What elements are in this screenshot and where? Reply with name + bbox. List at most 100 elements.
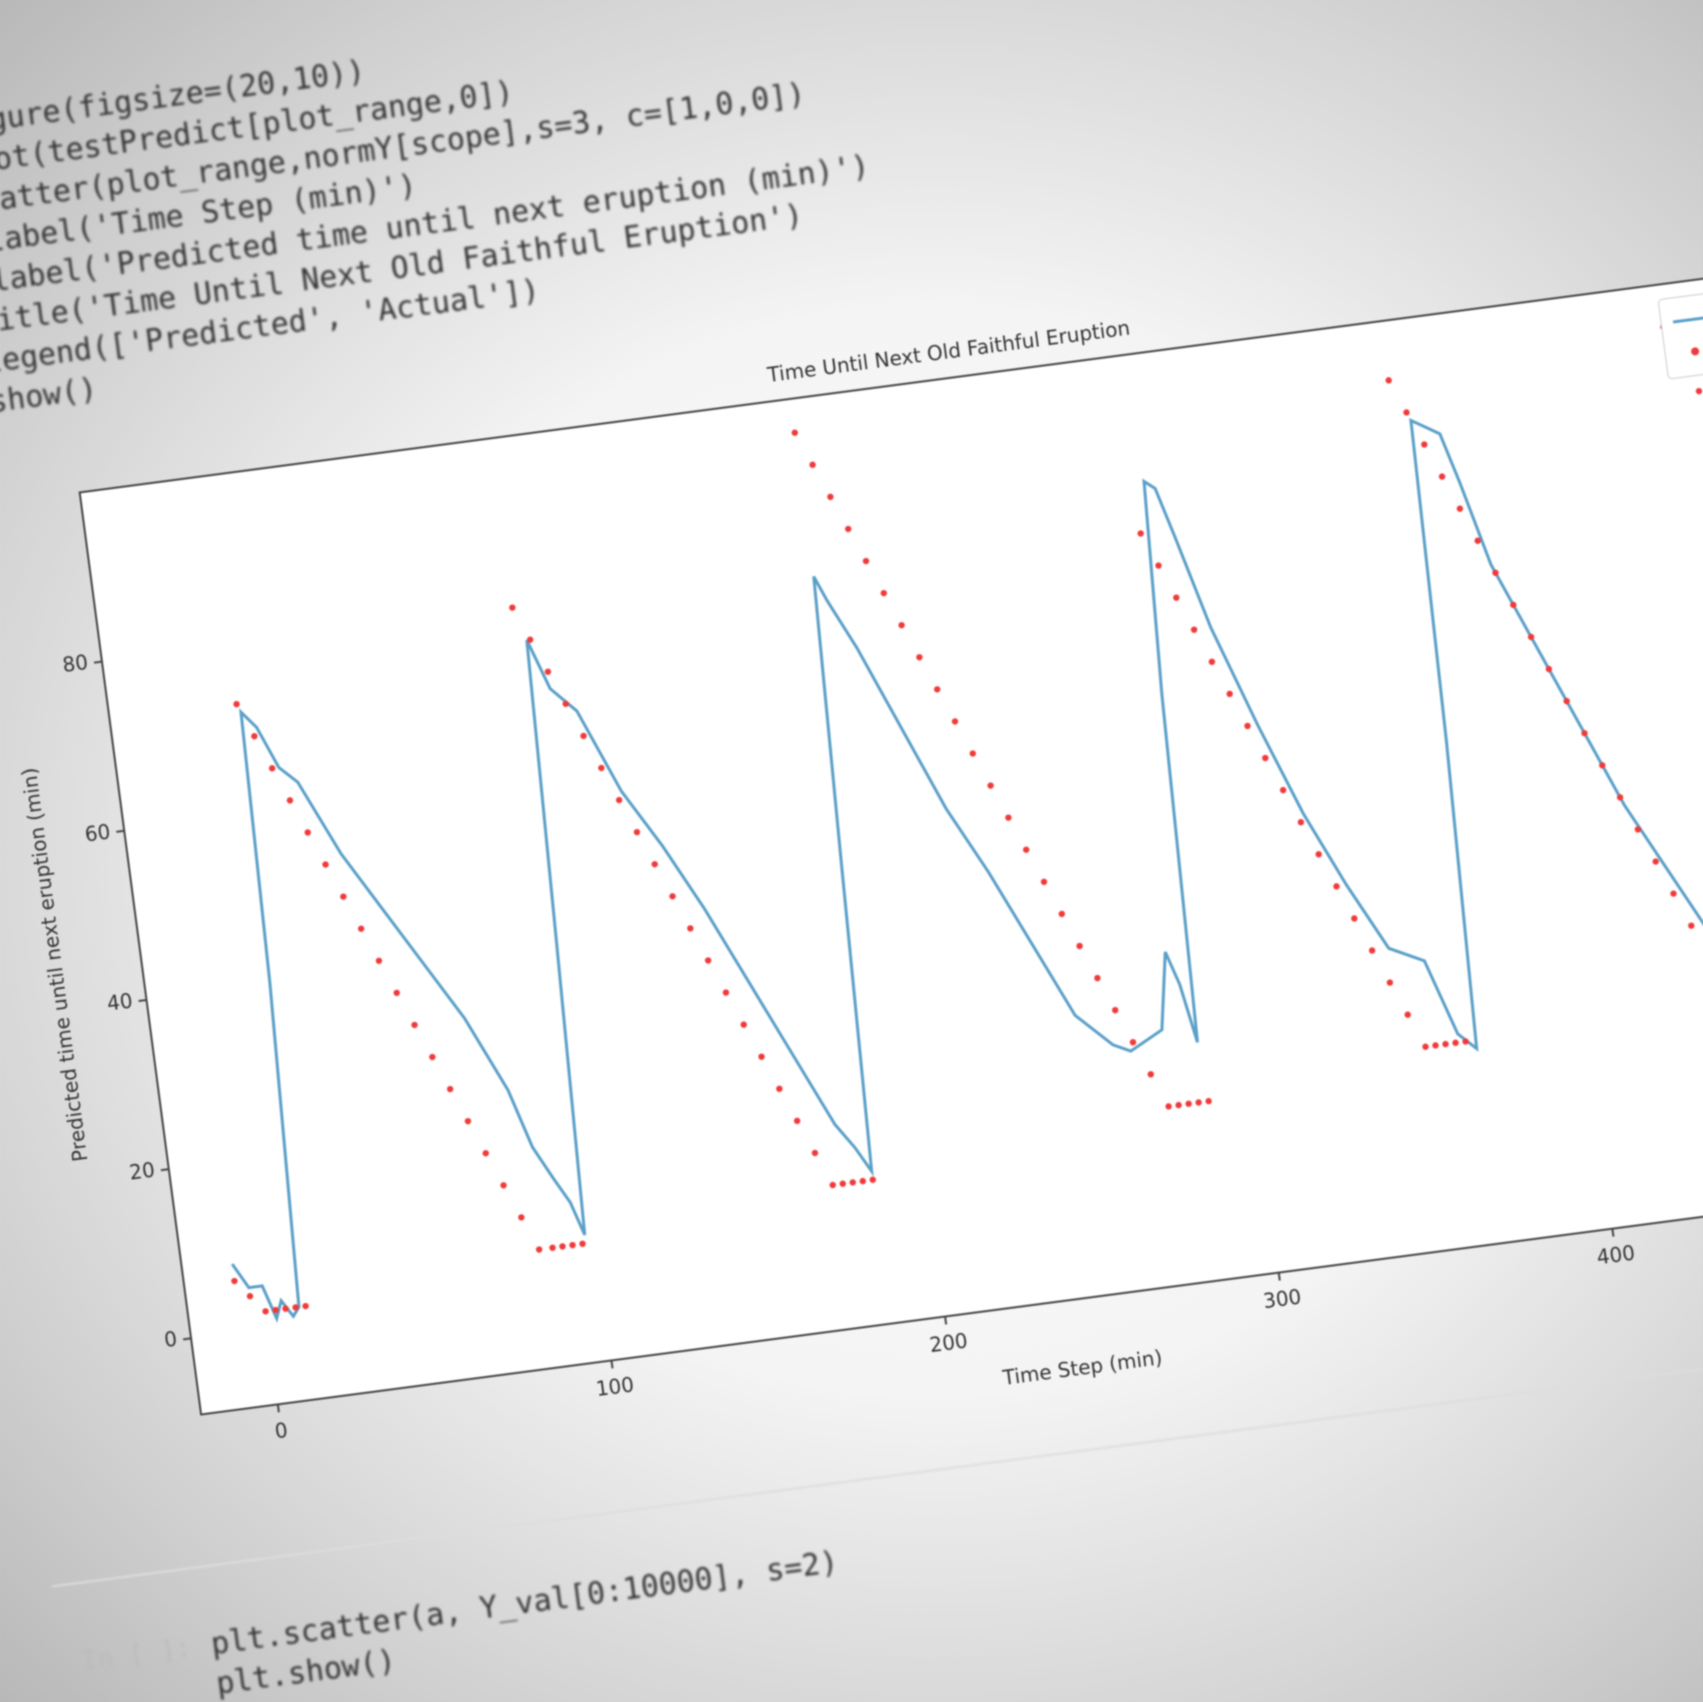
actual-point [1205,1097,1212,1105]
chart: Time Until Next Old Faithful EruptionTim… [17,261,1703,1443]
actual-point [740,1021,747,1028]
y-tick-label: 0 [163,1327,179,1352]
actual-point [1438,473,1446,480]
actual-point [579,1240,586,1247]
actual-point [758,1053,765,1060]
actual-point [282,1305,289,1312]
actual-point [246,1292,254,1300]
actual-point [1195,1099,1202,1106]
actual-point [1165,1103,1172,1110]
actual-point [859,1177,866,1185]
actual-point [1563,697,1570,705]
y-tick [116,829,125,833]
actual-point [1527,633,1535,641]
cell-prompt: In [ ]: [80,1632,193,1677]
actual-point [526,636,534,643]
actual-point [1422,1043,1429,1050]
actual-point [839,1180,846,1187]
actual-point [1137,530,1144,537]
actual-point [1652,858,1659,865]
actual-point [1421,441,1428,448]
x-tick-label: 100 [594,1372,635,1401]
actual-point [829,1181,836,1189]
actual-point [791,429,799,436]
actual-point [1040,878,1048,886]
actual-point [1442,1040,1449,1048]
actual-point [1688,922,1695,929]
y-tick-label: 40 [106,988,134,1015]
actual-point [286,797,294,804]
y-tick [160,1168,169,1172]
actual-point [969,750,977,757]
actual-point [357,925,365,932]
actual-point [651,861,658,868]
actual-point [793,1117,801,1125]
actual-point [598,764,605,772]
predicted-line [230,342,1703,1324]
y-axis-label: Predicted time until next eruption (min) [17,766,93,1163]
actual-point [322,861,329,868]
actual-point [1297,818,1305,826]
actual-point [500,1182,507,1189]
actual-point [411,1021,418,1029]
actual-point [302,1302,309,1310]
actual-point [1456,505,1464,512]
actual-point [231,1277,238,1285]
actual-point [262,1308,269,1315]
x-tick-label: 0 [273,1418,289,1443]
actual-point [464,1117,472,1125]
x-tick-label: 300 [1262,1284,1303,1313]
actual-point [1462,1038,1469,1045]
actual-point [1173,594,1180,601]
actual-point [544,668,552,675]
x-tick-label: 400 [1595,1241,1636,1270]
actual-point [809,461,816,468]
actual-point [1058,910,1066,918]
actual-point [1226,690,1233,698]
actual-point [987,782,994,789]
actual-point [429,1053,436,1061]
actual-point [1023,846,1030,853]
x-tick [1277,1272,1281,1281]
x-axis-label: Time Step (min) [1000,1345,1163,1390]
actual-point [1208,658,1216,665]
actual-point [1155,562,1162,569]
actual-point [849,1179,856,1186]
actual-point [482,1150,489,1157]
legend-box [1658,278,1703,380]
actual-point [1695,387,1703,395]
x-tick [610,1360,614,1369]
actual-point [1190,626,1198,633]
actual-point [1185,1100,1192,1107]
actual-point [1147,1071,1155,1078]
legend-swatch [1691,347,1700,356]
actual-point [1094,974,1101,982]
actual-point [811,1149,819,1157]
actual-point [251,733,258,740]
y-tick-label: 80 [61,650,89,677]
actual-point [393,989,400,997]
actual-point [1112,1006,1119,1014]
actual-point [580,732,587,740]
actual-point [1670,890,1677,897]
actual-point [1616,794,1624,801]
actual-point [340,893,347,900]
y-tick-label: 60 [83,819,111,846]
actual-point [880,589,888,597]
actual-point [1005,814,1012,821]
actual-point [1262,754,1269,762]
actual-point [615,796,623,804]
actual-point [862,557,870,565]
actual-point [669,893,676,900]
actual-point [509,604,516,611]
plot-frame [78,261,1703,1416]
x-tick [1611,1228,1615,1237]
actual-point [518,1214,525,1221]
actual-point [704,957,712,964]
actual-point [633,828,641,836]
actual-point [1368,947,1376,954]
y-tick [93,660,103,664]
code-cell: plt.scatter(a, Y_val[0:10000], s=2) plt.s… [209,1543,846,1702]
